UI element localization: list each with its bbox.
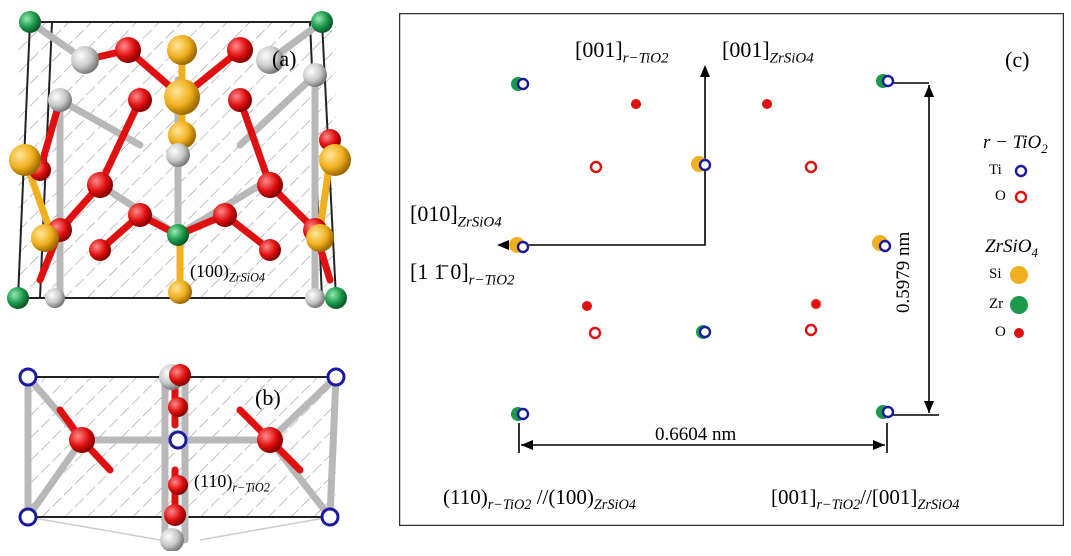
- plane-subscript: ZrSiO4: [229, 270, 266, 285]
- dir-left-zrsio4-sub: ZrSiO4: [457, 214, 502, 231]
- relation-planes: (110)r−TiO2 //(100)ZrSiO4: [443, 485, 636, 514]
- panel-b-label: (b): [255, 385, 281, 410]
- legend-si-label: Si: [989, 266, 1002, 282]
- panel-a-zircon-structure: (a) (100)ZrSiO4: [0, 0, 360, 320]
- dir-up-zrsio4-sub: ZrSiO4: [769, 50, 814, 67]
- panel-a-plane-label: (100)ZrSiO4: [190, 262, 265, 284]
- dir-left-zrsio4-index: [010]: [410, 201, 458, 226]
- legend-title-zrsio4-sub: 4: [1031, 244, 1038, 260]
- arrow-left-head: [497, 240, 509, 250]
- panel-c-label: (c): [1005, 47, 1030, 72]
- dir-left-rtio2-sub: r−TiO2: [468, 272, 515, 289]
- panel-c-frame: [398, 12, 1065, 527]
- dimension-horizontal-label: 0.6604 nm: [655, 424, 737, 445]
- dir-left-zrsio4: [010]ZrSiO4: [410, 203, 502, 230]
- legend-o-tio2-label: O: [995, 188, 1006, 204]
- panel-c-projection: (c) [001]r−TiO2 [001]ZrSiO4 [010]ZrSiO4 …: [398, 12, 1065, 527]
- panel-a-label: (a): [272, 46, 297, 71]
- legend-title-zrsio4-text: ZrSiO: [985, 236, 1032, 257]
- legend-zr-label: Zr: [989, 296, 1004, 312]
- dir-up-rtio2: [001]r−TiO2: [575, 39, 669, 66]
- relation-directions: [001]r−TiO2//[001]ZrSiO4: [771, 485, 960, 514]
- legend-ti-symbol: [1014, 164, 1028, 178]
- dir-up-zrsio4-index: [001]: [722, 37, 770, 62]
- legend-symbols: [1010, 164, 1028, 338]
- dir-up-rtio2-sub: r−TiO2: [622, 50, 669, 67]
- legend-zr-symbol: [1010, 296, 1028, 314]
- lattice-points: [509, 74, 895, 421]
- panel-b-rutile-structure: (b) (110)r−TiO2: [0, 355, 360, 552]
- dimension-vertical-label: 0.5979 nm: [893, 231, 914, 313]
- relation-planes-a: (110): [443, 485, 488, 509]
- legend-title-rtio2: r − TiO2: [983, 133, 1048, 156]
- legend-title-rtio2-sub: 2: [1041, 140, 1048, 156]
- atoms: [18, 364, 346, 552]
- relation-planes-a-sub: r−TiO2: [487, 497, 532, 514]
- relation-directions-b: //[001]: [860, 485, 918, 509]
- legend-o-tio2-symbol: [1014, 190, 1028, 204]
- panel-a-svg: [7, 11, 351, 309]
- relation-directions-a: [001]: [771, 485, 817, 509]
- plane-index: (100): [190, 261, 229, 281]
- dim-arrow-bottom: [924, 401, 934, 413]
- panel-c-svg: [398, 12, 1065, 527]
- dir-left-rtio2-index: [1 1̄ 0]: [410, 259, 469, 284]
- plane-subscript: r−TiO2: [232, 480, 270, 495]
- dim-arrow-right: [873, 440, 885, 450]
- dim-arrow-top: [924, 85, 934, 97]
- legend-title-rtio2-text: r − TiO: [983, 132, 1042, 153]
- panel-b-svg: [18, 364, 346, 552]
- relation-directions-b-sub: ZrSiO4: [917, 497, 960, 514]
- dir-up-zrsio4: [001]ZrSiO4: [722, 39, 814, 66]
- dim-arrow-left: [521, 440, 533, 450]
- legend-ti-label: Ti: [989, 162, 1002, 178]
- dir-left-rtio2: [1 1̄ 0]r−TiO2: [410, 261, 515, 288]
- dimension-lines: [518, 82, 939, 453]
- relation-planes-b-sub: ZrSiO4: [593, 497, 636, 514]
- atoms: [7, 11, 351, 309]
- dir-up-rtio2-index: [001]: [575, 37, 623, 62]
- relation-directions-a-sub: r−TiO2: [816, 497, 861, 514]
- legend-title-zrsio4: ZrSiO4: [985, 237, 1038, 260]
- legend-si-symbol: [1010, 266, 1028, 284]
- legend-o-zrsio4-label: O: [995, 324, 1006, 340]
- relation-planes-b: //(100): [536, 485, 594, 509]
- arrow-up-head: [700, 65, 710, 77]
- plane-index: (110): [194, 471, 233, 491]
- panel-b-plane-label: (110)r−TiO2: [194, 472, 270, 494]
- legend-o-zrsio4-symbol: [1014, 328, 1024, 338]
- orientation-axes: [503, 73, 706, 246]
